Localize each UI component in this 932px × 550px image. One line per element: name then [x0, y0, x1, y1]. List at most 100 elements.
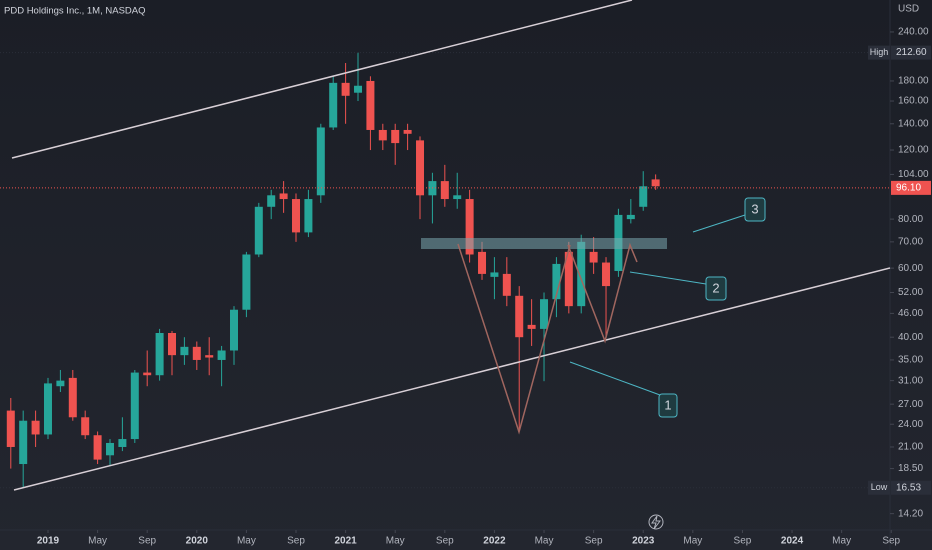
candle-body	[68, 377, 77, 418]
icon-ring[interactable]	[648, 514, 664, 530]
candle-body	[589, 251, 598, 263]
annotation: 1	[664, 397, 671, 412]
candle-body	[651, 179, 660, 187]
y-tick-label: 52.00	[898, 287, 923, 298]
candle-body	[453, 195, 462, 200]
lower-channel	[13, 267, 891, 491]
x-tick-label: May	[386, 536, 405, 547]
marker-value-box	[891, 45, 931, 60]
candle-body	[602, 262, 611, 287]
x-tick-label: May	[832, 536, 851, 547]
candle-body	[267, 195, 276, 207]
callout-box	[744, 197, 766, 222]
callout-line	[629, 271, 707, 285]
callout-line	[692, 214, 746, 233]
candle-body	[19, 420, 28, 465]
candle-body	[304, 199, 313, 233]
marker-name-box	[868, 45, 890, 60]
x-tick-label: Sep	[734, 536, 752, 547]
y-tick-label: 21.00	[898, 442, 923, 453]
x-tick-label: Sep	[287, 536, 305, 547]
candle-body	[155, 332, 164, 376]
y-tick-label: 120.00	[898, 145, 929, 156]
callout-line	[569, 361, 661, 396]
candle-body	[502, 273, 511, 296]
marker-name: High	[870, 47, 889, 57]
candle-body	[56, 380, 65, 387]
candle-body	[391, 129, 400, 144]
candle-body	[105, 442, 114, 456]
v-pattern-small	[567, 242, 638, 344]
y-tick-label: 140.00	[898, 118, 929, 129]
x-tick-label: Sep	[882, 536, 900, 547]
candle-body	[230, 309, 239, 351]
candle-body	[354, 85, 363, 93]
y-tick-label: 80.00	[898, 214, 923, 225]
candle-body	[552, 263, 561, 300]
y-tick-label: 31.00	[898, 375, 923, 386]
candle-body	[217, 350, 226, 360]
y-tick-label: 104.00	[898, 169, 929, 180]
x-tick-label: May	[683, 536, 702, 547]
currency: USD	[898, 4, 919, 15]
upper-channel	[11, 0, 633, 159]
candle-body	[527, 324, 536, 329]
candle-body	[341, 82, 350, 96]
v-pattern	[457, 243, 571, 435]
candle-body	[167, 332, 176, 356]
candle-body	[254, 206, 263, 255]
y-tick-label: 14.20	[898, 508, 923, 519]
marker-name: Low	[871, 482, 888, 492]
x-tick-label: 2024	[781, 536, 804, 547]
candle-body	[478, 251, 487, 274]
candle-body	[366, 80, 375, 130]
candle-body	[279, 193, 288, 200]
candle-body	[626, 214, 635, 220]
resistance-zone	[421, 238, 667, 249]
x-tick-label: May	[88, 536, 107, 547]
x-tick-label: 2021	[334, 536, 357, 547]
y-tick-label: 46.00	[898, 308, 923, 319]
chart-title: PDD Holdings Inc., 1M, NASDAQ	[4, 6, 146, 17]
y-tick-label: 40.00	[898, 332, 923, 343]
candle-body	[242, 254, 251, 310]
x-tick-label: Sep	[138, 536, 156, 547]
candle-body	[205, 355, 214, 358]
x-tick-label: 2020	[186, 536, 209, 547]
y-tick-label: 180.00	[898, 76, 929, 87]
marker-value: 16.53	[896, 482, 921, 493]
y-tick-label: 60.00	[898, 263, 923, 274]
callout-box	[658, 393, 678, 418]
annotation: 3	[751, 201, 758, 216]
y-tick-label: 70.00	[898, 237, 923, 248]
y-tick-label: 240.00	[898, 27, 929, 38]
candle-body	[180, 346, 189, 356]
marker-name-box	[868, 480, 890, 495]
y-tick-label: 160.00	[898, 96, 929, 107]
marker-value-box	[891, 180, 931, 195]
x-tick-label: 2019	[37, 536, 60, 547]
candle-body	[440, 181, 449, 200]
candle-body	[515, 295, 524, 338]
candle-body	[639, 186, 648, 207]
candle-body	[192, 346, 201, 360]
candle-body	[540, 299, 549, 329]
marker-value: 96.10	[896, 183, 921, 194]
y-tick-label: 18.50	[898, 463, 923, 474]
y-tick-label: 35.00	[898, 355, 923, 366]
candle-body	[81, 417, 90, 436]
x-tick-label: Sep	[585, 536, 603, 547]
candle-body	[490, 272, 499, 277]
candle-body	[6, 410, 15, 447]
candle-body	[118, 439, 127, 447]
callout-box	[705, 276, 727, 301]
y-tick-label: 27.00	[898, 399, 923, 410]
x-tick-label: 2022	[483, 536, 506, 547]
x-tick-label: May	[535, 536, 554, 547]
drawings	[11, 0, 891, 491]
candle-body	[43, 383, 52, 435]
annotation: 2	[712, 280, 719, 295]
candle-body	[465, 199, 474, 255]
